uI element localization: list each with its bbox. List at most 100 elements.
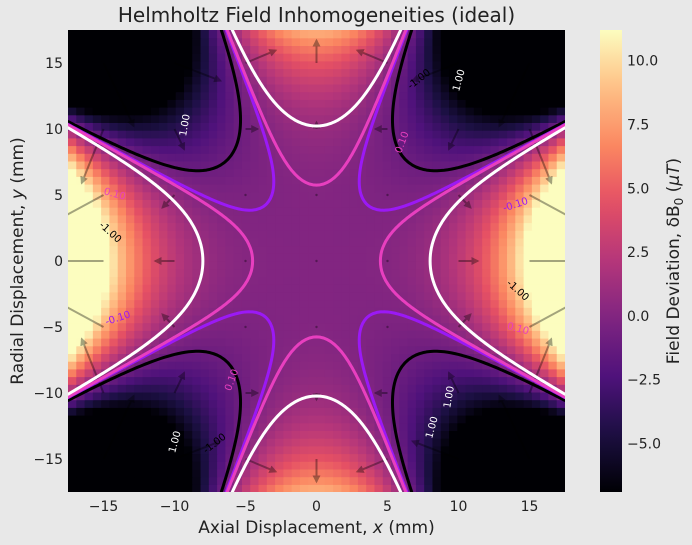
heatmap-cell [275,53,284,62]
heatmap-cell [399,338,409,347]
heatmap-cell [150,284,160,293]
heatmap-cell [266,376,276,385]
heatmap-cell [275,438,284,447]
heatmap-cell [183,445,193,455]
heatmap-cell [101,207,111,216]
heatmap-cell [275,291,284,301]
heatmap-cell [449,222,458,231]
heatmap-cell [84,68,94,77]
heatmap-cell [183,153,193,162]
heatmap-cell [167,253,177,262]
heatmap-cell [266,330,276,339]
heatmap-cell [117,107,127,116]
heatmap-cell [357,299,367,308]
heatmap-cell [208,368,218,378]
heatmap-cell [316,268,326,277]
heatmap-cell [507,114,516,123]
heatmap-cell [208,68,218,77]
heatmap-cell [449,191,458,200]
heatmap-cell [192,453,202,462]
heatmap-cell [366,45,376,54]
heatmap-cell [150,53,160,62]
heatmap-cell [68,114,77,123]
heatmap-cell [225,253,235,262]
heatmap-cell [473,261,483,270]
heatmap-cell [183,399,193,408]
heatmap-cell [183,130,193,139]
heatmap-cell [556,368,565,378]
heatmap-cell [440,245,450,254]
heatmap-cell [556,230,565,239]
heatmap-cell [515,276,525,285]
heatmap-cell [382,415,392,424]
heatmap-cell [432,361,442,370]
heatmap-cell [299,453,309,462]
heatmap-cell [523,37,533,46]
heatmap-cell [266,268,276,277]
heatmap-cell [84,468,94,478]
heatmap-cell [515,68,525,77]
heatmap-cell [366,214,376,224]
heatmap-cell [490,207,500,216]
heatmap-cell [498,253,508,262]
heatmap-cell [324,345,334,354]
heatmap-cell [291,122,301,131]
heatmap-cell [266,276,276,285]
heatmap-cell [498,184,508,193]
heatmap-cell [76,214,86,224]
heatmap-cell [250,261,260,270]
heatmap-cell [333,330,342,339]
heatmap-cell [432,114,442,123]
heatmap-cell [548,245,558,254]
heatmap-cell [109,114,119,123]
heatmap-cell [167,376,177,385]
heatmap-cell [349,153,359,162]
heatmap-cell [440,153,450,162]
heatmap-cell [415,222,425,231]
heatmap-cell [498,130,508,139]
heatmap-cell [76,114,86,123]
heatmap-cell [324,314,334,324]
heatmap-cell [548,76,558,85]
heatmap-cell [473,391,483,401]
heatmap-cell [117,391,127,401]
heatmap-cell [125,37,135,46]
heatmap-cell [159,422,168,431]
heatmap-cell [391,407,400,416]
heatmap-cell [92,122,102,131]
heatmap-cell [548,168,558,177]
heatmap-cell [217,245,226,254]
heatmap-cell [217,184,226,193]
heatmap-cell [415,307,425,316]
heatmap-cell [250,45,260,54]
heatmap-cell [391,353,400,362]
heatmap-cell [498,137,508,147]
heatmap-cell [225,276,235,285]
heatmap-cell [482,122,492,131]
heatmap-cell [134,207,144,216]
heatmap-cell [540,68,550,77]
heatmap-cell [68,438,77,447]
heatmap-cell [291,468,301,478]
quiver-arrow [447,371,460,394]
heatmap-cell [250,299,260,308]
heatmap-cell [440,438,450,447]
heatmap-cell [175,361,185,370]
heatmap-cell [159,368,168,378]
heatmap-cell [374,30,384,39]
heatmap-cell [175,122,185,131]
heatmap-cell [399,368,409,378]
heatmap-cell [415,91,425,100]
heatmap-cell [548,430,558,439]
heatmap-cell [523,207,533,216]
heatmap-cell [333,376,342,385]
heatmap-cell [424,145,434,154]
heatmap-cell [167,60,177,70]
heatmap-cell [482,376,492,385]
heatmap-cell [482,107,492,116]
heatmap-cell [432,268,442,277]
heatmap-cell [241,384,251,393]
y-tick-label: 0 [54,254,63,270]
heatmap-cell [349,253,359,262]
heatmap-cell [415,122,425,131]
